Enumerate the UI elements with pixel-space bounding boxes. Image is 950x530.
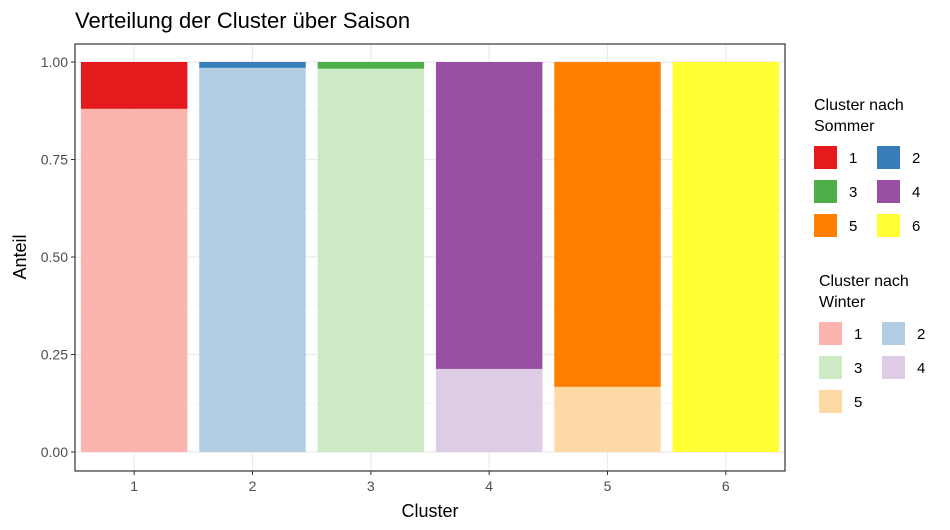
legend-label: 5 bbox=[849, 218, 857, 235]
bar-segment-cluster-5-summer-5 bbox=[554, 62, 661, 387]
legend-label: 1 bbox=[849, 150, 857, 167]
legend-key bbox=[814, 214, 837, 237]
chart-title: Verteilung der Cluster über Saison bbox=[75, 8, 410, 33]
bar-segment-cluster-3-summer-3 bbox=[317, 62, 425, 69]
legend-label: 2 bbox=[917, 326, 925, 343]
y-axis-title: Anteil bbox=[10, 234, 30, 279]
bar-segment-cluster-3-winter-3 bbox=[317, 68, 425, 452]
legend-key bbox=[877, 146, 900, 169]
x-tick-label: 2 bbox=[249, 478, 257, 494]
bar-segment-cluster-5-winter-5 bbox=[554, 386, 661, 452]
legend-key bbox=[814, 180, 837, 203]
y-tick-label: 0.50 bbox=[41, 249, 68, 265]
y-tick-label: 0.25 bbox=[41, 347, 68, 363]
axes: 0.00 0.25 0.50 0.75 1.00 1 2 3 4 5 6 bbox=[41, 43, 786, 494]
legend-key bbox=[819, 322, 842, 345]
legend-label: 5 bbox=[854, 394, 862, 411]
legend-label: 4 bbox=[917, 360, 925, 377]
legend-title: Cluster nach Winter bbox=[819, 273, 909, 311]
x-tick-label: 3 bbox=[367, 478, 375, 494]
legend-key bbox=[814, 146, 837, 169]
bar-segment-cluster-2-winter-2 bbox=[199, 67, 306, 452]
bar-segment-cluster-1-summer-1 bbox=[80, 62, 188, 109]
bar-segment-cluster-6-summer-6 bbox=[672, 62, 780, 452]
legend-title: Cluster nach Sommer bbox=[814, 97, 904, 135]
x-tick-label: 6 bbox=[722, 478, 730, 494]
bar-segment-cluster-4-summer-4 bbox=[435, 62, 543, 369]
y-tick-label: 0.75 bbox=[41, 152, 68, 168]
legend-key bbox=[877, 214, 900, 237]
legend-key bbox=[877, 180, 900, 203]
x-tick-label: 5 bbox=[604, 478, 612, 494]
y-tick-label: 0.00 bbox=[41, 444, 68, 460]
legend-key bbox=[819, 356, 842, 379]
legend-label: 4 bbox=[912, 184, 920, 201]
x-axis-title: Cluster bbox=[401, 501, 458, 521]
bar-segment-cluster-2-summer-2 bbox=[199, 62, 306, 68]
legend-key bbox=[882, 356, 905, 379]
legend-key bbox=[882, 322, 905, 345]
bar-segment-cluster-1-winter-1 bbox=[80, 108, 188, 453]
x-tick-label: 4 bbox=[485, 478, 493, 494]
bar-segment-cluster-4-winter-4 bbox=[435, 368, 543, 452]
bars bbox=[80, 62, 780, 453]
legend-label: 2 bbox=[912, 150, 920, 167]
legend-label: 1 bbox=[854, 326, 862, 343]
legend-label: 3 bbox=[849, 184, 857, 201]
y-tick-label: 1.00 bbox=[41, 54, 68, 70]
legend-key bbox=[819, 390, 842, 413]
x-tick-label: 1 bbox=[130, 478, 138, 494]
legend-label: 3 bbox=[854, 360, 862, 377]
legends: Cluster nach Sommer 1 2 3 4 5 6 Cluster nach Wint… bbox=[814, 97, 925, 413]
legend-label: 6 bbox=[912, 218, 920, 235]
legend-2: Cluster nach Winter 1 2 3 4 5 bbox=[819, 273, 925, 413]
legend-1: Cluster nach Sommer 1 2 3 4 5 6 bbox=[814, 97, 920, 237]
